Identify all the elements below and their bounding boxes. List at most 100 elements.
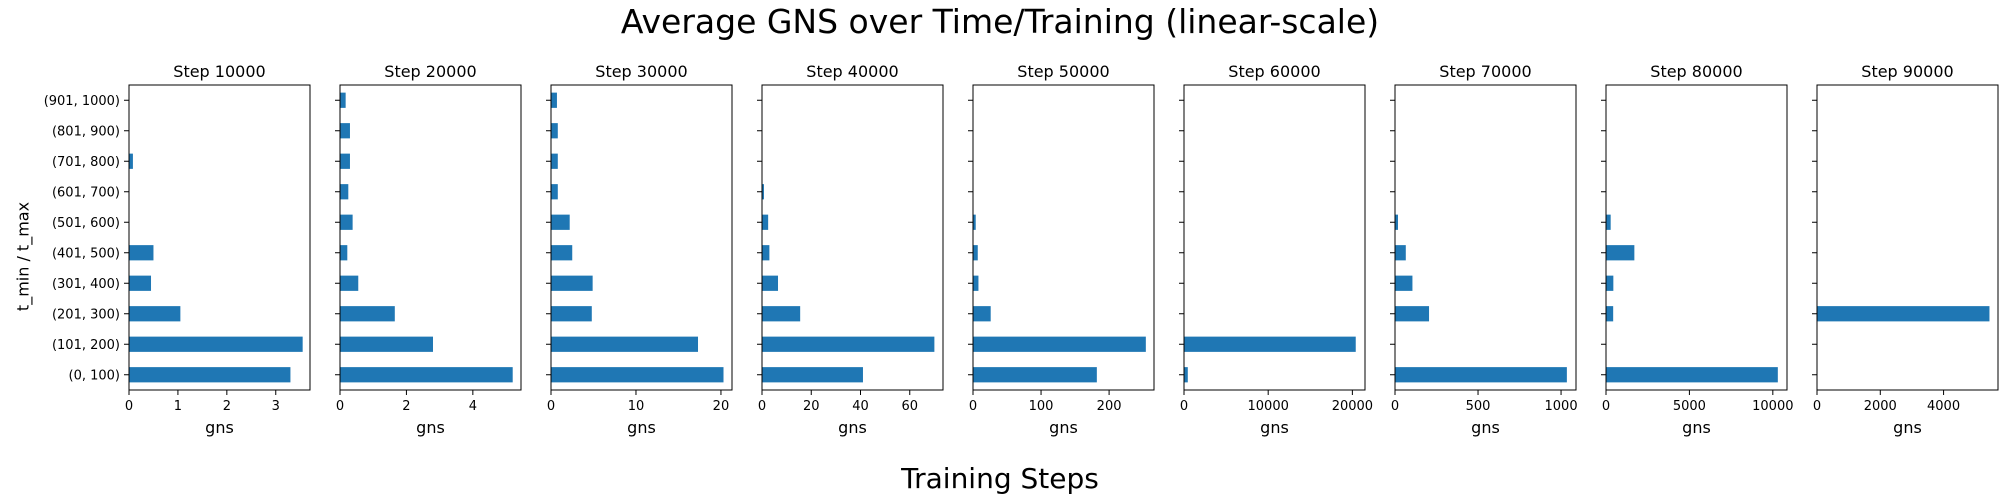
x-tick-label: 20 [713,399,730,414]
x-tick-label: 10000 [1248,399,1289,414]
panel-x-label: gns [1260,418,1289,437]
x-tick-label: 4000 [1927,399,1960,414]
bar [340,245,348,261]
bar [1606,367,1778,383]
bar [340,306,395,322]
panel-x-label: gns [627,418,656,437]
x-tick-label: 200 [1097,399,1122,414]
x-tick-label: 2 [223,399,231,414]
y-tick-label: (901, 1000) [44,94,120,109]
bar [129,275,152,291]
bar [129,336,303,352]
panel-title: Step 40000 [806,62,898,81]
panel-title: Step 60000 [1228,62,1320,81]
x-tick-label: 10 [628,399,645,414]
bar [551,336,699,352]
x-tick-label: 1000 [1545,399,1578,414]
panel-x-label: gns [416,418,445,437]
x-tick-label: 4 [469,399,477,414]
y-tick-label: (601, 700) [52,185,120,200]
figure-x-label: Training Steps [901,462,1099,495]
axes-frame [550,84,733,391]
bar [762,275,779,291]
bar [762,367,863,383]
bar [973,214,976,230]
bar [762,306,801,322]
x-tick-label: 0 [1602,399,1610,414]
axes-frame [761,84,944,391]
panel-title: Step 90000 [1861,62,1953,81]
x-tick-label: 20000 [1332,399,1373,414]
panel-x-label: gns [1893,418,1922,437]
x-tick-label: 0 [1813,399,1821,414]
x-tick-label: 0 [336,399,344,414]
bar [1606,306,1614,322]
y-tick-label: (101, 200) [52,338,120,353]
axes-frame [1183,84,1366,391]
bar [340,123,350,139]
panel-x-label: gns [1682,418,1711,437]
x-tick-label: 40 [852,399,869,414]
bar [762,245,770,261]
bar [551,92,557,108]
x-tick-label: 2 [402,399,410,414]
axes-frame [339,84,522,391]
bar [1184,367,1188,383]
x-tick-label: 5000 [1673,399,1706,414]
x-tick-label: 1 [174,399,182,414]
y-tick-label: (501, 600) [52,216,120,231]
bar [1606,275,1614,291]
bar [1184,336,1356,352]
axes-frame [128,84,311,391]
bar [340,336,433,352]
x-tick-label: 2000 [1864,399,1897,414]
y-tick-label: (701, 800) [52,155,120,170]
y-tick-label: (801, 900) [52,124,120,139]
x-tick-label: 60 [901,399,918,414]
axes-frame [1816,84,1999,391]
x-tick-label: 0 [547,399,555,414]
panel-title: Step 20000 [384,62,476,81]
bar [340,184,349,200]
x-tick-label: 100 [1029,399,1054,414]
y-tick-label: (301, 400) [52,277,120,292]
x-tick-label: 0 [125,399,133,414]
axes-frame [972,84,1155,391]
bar [762,184,764,200]
y-tick-label: (401, 500) [52,246,120,261]
x-tick-label: 0 [1391,399,1399,414]
x-tick-label: 20 [803,399,820,414]
figure-title: Average GNS over Time/Training (linear-s… [620,2,1380,41]
x-tick-label: 10000 [1752,399,1793,414]
bar [1817,306,1990,322]
panel-x-label: gns [1049,418,1078,437]
bar [551,123,558,139]
axes-frame [1394,84,1577,391]
bar [973,245,978,261]
bar [762,214,769,230]
bar [762,336,935,352]
panel-title: Step 50000 [1017,62,1109,81]
bar [973,275,979,291]
bar [340,367,513,383]
bar [1395,214,1398,230]
bar [340,214,353,230]
bar [973,336,1146,352]
y-tick-label: (0, 100) [69,368,121,383]
bar [551,275,593,291]
bar [1395,275,1413,291]
bar [1395,306,1430,322]
bar [551,184,558,200]
x-tick-label: 0 [758,399,766,414]
panel-title: Step 80000 [1650,62,1742,81]
panel-x-label: gns [1471,418,1500,437]
x-tick-label: 500 [1466,399,1491,414]
bar [1395,245,1406,261]
bar [1606,245,1635,261]
bar [551,306,592,322]
bar [1606,214,1611,230]
panel-title: Step 10000 [173,62,265,81]
x-tick-label: 0 [969,399,977,414]
x-tick-label: 0 [1180,399,1188,414]
bar [551,367,724,383]
